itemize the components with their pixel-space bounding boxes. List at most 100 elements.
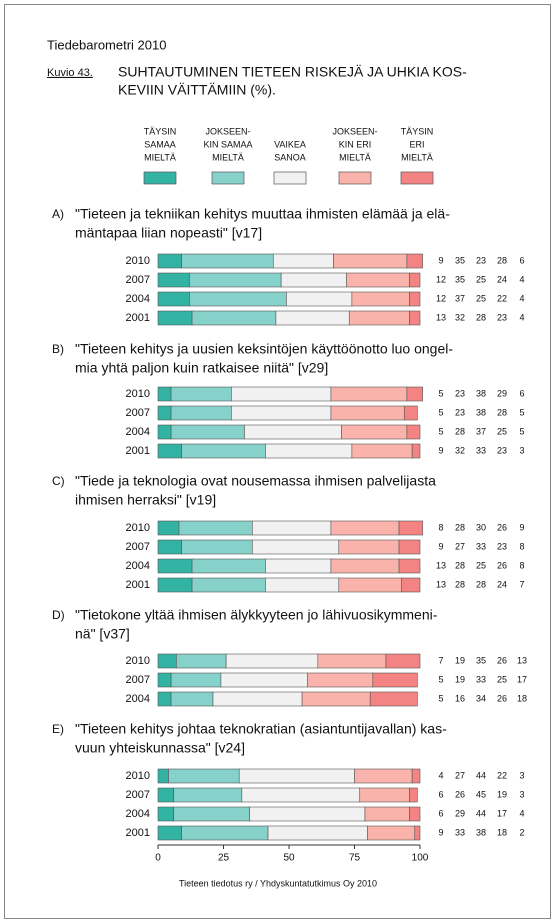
value-label: 38	[476, 388, 486, 398]
bar-segment	[286, 291, 353, 307]
value-label: 5	[438, 693, 443, 703]
bar-segment	[280, 272, 347, 288]
value-label: 4	[519, 808, 524, 818]
value-label: 23	[497, 445, 507, 455]
row-label: 2007	[126, 541, 150, 553]
row-label: 2004	[126, 560, 150, 572]
question: nä" [v37]	[75, 626, 130, 642]
bar-segment	[238, 768, 355, 784]
value-label: 44	[476, 808, 486, 818]
value-label: 28	[455, 426, 465, 436]
legend-label: MIELTÄ	[212, 152, 244, 162]
value-label: 4	[519, 274, 524, 284]
row-label: 2001	[126, 579, 150, 591]
bar-segment	[157, 806, 175, 822]
value-label: 34	[476, 693, 486, 703]
value-label: 27	[455, 770, 465, 780]
legend-label: MIELTÄ	[144, 152, 176, 162]
legend-label: MIELTÄ	[401, 152, 433, 162]
row-label: 2007	[126, 274, 150, 286]
bar-segment	[346, 272, 410, 288]
value-label: 26	[497, 522, 507, 532]
value-label: 19	[455, 674, 465, 684]
bar-segment	[170, 386, 232, 402]
bar-segment	[157, 768, 169, 784]
legend-label: JOKSEEN-	[332, 126, 377, 136]
legend-swatch	[400, 171, 434, 185]
value-label: 9	[438, 827, 443, 837]
footer: Tieteen tiedotus ry / Yhdyskuntatutkimus…	[179, 878, 377, 888]
bar-segment	[168, 768, 240, 784]
bar-segment	[157, 787, 175, 803]
bar-segment	[241, 787, 361, 803]
bar-segment	[181, 443, 266, 459]
legend-swatch	[143, 171, 177, 185]
bar-segment	[265, 443, 353, 459]
value-label: 13	[436, 560, 446, 570]
bar-segment	[157, 253, 182, 269]
value-label: 29	[497, 388, 507, 398]
bar-segment	[173, 787, 243, 803]
legend-label: VAIKEA	[274, 139, 306, 149]
bar-segment	[272, 253, 334, 269]
value-label: 28	[455, 560, 465, 570]
bar-segment	[341, 424, 408, 440]
bar-segment	[191, 310, 277, 326]
value-label: 26	[497, 693, 507, 703]
bar-segment	[398, 520, 423, 536]
bar-segment	[170, 691, 214, 707]
bar-segment	[157, 558, 193, 574]
value-label: 17	[497, 808, 507, 818]
value-label: 35	[455, 274, 465, 284]
value-label: 5	[519, 407, 524, 417]
bar-segment	[220, 672, 308, 688]
bar-segment	[157, 291, 190, 307]
x-tick-label: 100	[412, 853, 429, 864]
row-label: 2001	[126, 445, 150, 457]
question: "Tieteen kehitys ja uusien keksintöjen k…	[75, 341, 453, 357]
bar-segment	[157, 386, 172, 402]
value-label: 23	[497, 312, 507, 322]
bar-segment	[231, 386, 332, 402]
bar-segment	[252, 539, 340, 555]
legend-swatch	[273, 171, 307, 185]
bar-segment	[409, 291, 421, 307]
bar-segment	[406, 253, 423, 269]
bar-segment	[265, 558, 332, 574]
value-label: 28	[476, 312, 486, 322]
x-tick-label: 75	[349, 853, 361, 864]
row-label: 2001	[126, 312, 150, 324]
value-label: 13	[436, 579, 446, 589]
bar-segment	[369, 691, 418, 707]
legend-label: ERI	[409, 139, 424, 149]
bar-segment	[409, 806, 421, 822]
question: vuun yhteiskunnassa" [v24]	[75, 740, 245, 756]
bar-segment	[244, 424, 342, 440]
value-label: 9	[519, 522, 524, 532]
bar-segment	[333, 253, 408, 269]
value-label: 3	[519, 770, 524, 780]
bar-segment	[330, 520, 400, 536]
bar-segment	[157, 405, 172, 421]
panel-label: B)	[52, 342, 64, 356]
value-label: 35	[455, 255, 465, 265]
question: mia yhtä paljon kuin ratkaisee niitä" [v…	[75, 360, 328, 376]
value-label: 33	[476, 674, 486, 684]
bar-segment	[157, 577, 193, 593]
value-label: 3	[519, 789, 524, 799]
bar-segment	[409, 787, 418, 803]
value-label: 5	[438, 407, 443, 417]
figure-label: Kuvio 43.	[47, 67, 93, 79]
bar-segment	[403, 405, 418, 421]
bar-segment	[330, 386, 408, 402]
value-label: 6	[438, 789, 443, 799]
legend-swatch	[211, 171, 245, 185]
chart-title: KEVIIN VÄITTÄMIIN (%).	[118, 82, 276, 98]
value-label: 28	[497, 255, 507, 265]
value-label: 23	[497, 541, 507, 551]
value-label: 24	[497, 274, 507, 284]
value-label: 18	[497, 827, 507, 837]
bar-segment	[189, 272, 282, 288]
bar-segment	[157, 825, 182, 841]
bar-segment	[411, 768, 421, 784]
